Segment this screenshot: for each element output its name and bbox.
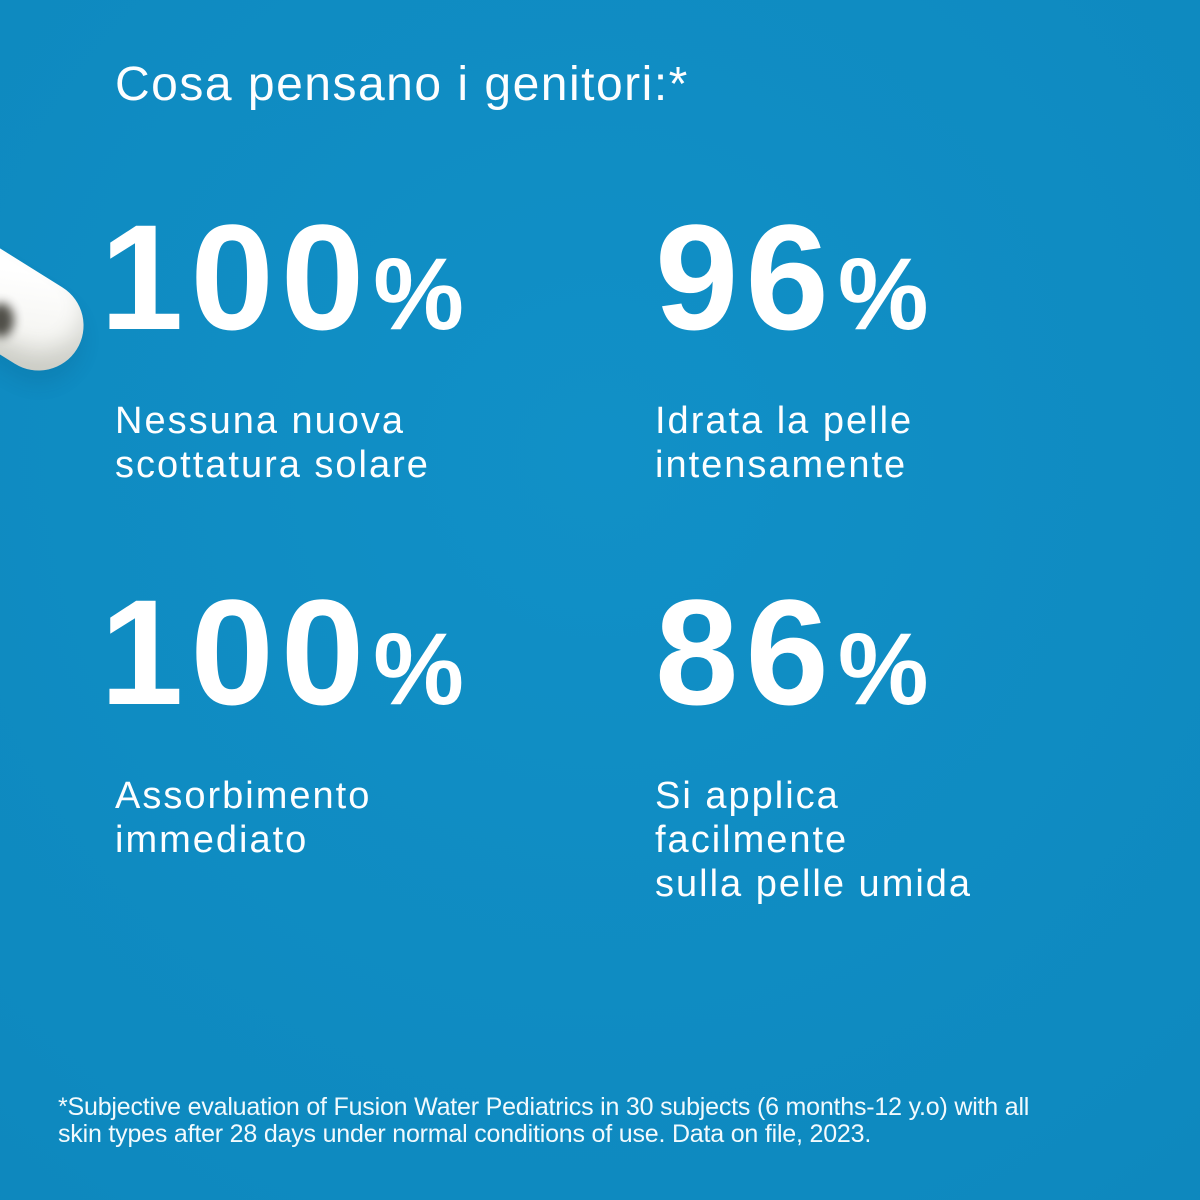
caption-line: Idrata la pelle	[655, 400, 914, 442]
stat-block-absorption: 100% Assorbimento immediato	[100, 577, 464, 862]
page-title: Cosa pensano i genitori:*	[115, 58, 689, 111]
stat-value: 100%	[100, 202, 464, 369]
stat-caption: Assorbimento immediato	[115, 774, 464, 862]
caption-line: Nessuna nuova	[115, 400, 406, 442]
caption-line: Assorbimento	[115, 775, 372, 817]
percent-sign: %	[837, 612, 929, 726]
footnote: *Subjective evaluation of Fusion Water P…	[58, 1094, 1029, 1148]
percent-sign: %	[837, 237, 929, 351]
stat-number: 100	[100, 193, 372, 361]
stat-block-no-new-sunburn: 100% Nessuna nuova scottatura solare	[100, 202, 464, 487]
stat-block-hydration: 96% Idrata la pelle intensamente	[655, 202, 929, 487]
stat-caption: Idrata la pelle intensamente	[655, 399, 929, 487]
percent-sign: %	[373, 237, 464, 351]
stat-number: 96	[655, 193, 836, 361]
caption-line: sulla pelle umida	[655, 863, 973, 905]
footnote-line: *Subjective evaluation of Fusion Water P…	[58, 1093, 1030, 1121]
caption-line: intensamente	[655, 444, 908, 486]
percent-sign: %	[373, 612, 464, 726]
caption-line: scottatura solare	[115, 444, 430, 486]
stat-value: 86%	[655, 577, 972, 744]
caption-line: Si applica	[655, 775, 840, 817]
stat-caption: Nessuna nuova scottatura solare	[115, 399, 464, 487]
stat-value: 100%	[100, 577, 464, 744]
cream-shadow-icon	[0, 303, 14, 337]
cream-dollop	[0, 218, 101, 388]
caption-line: immediato	[115, 819, 309, 861]
footnote-line: skin types after 28 days under normal co…	[58, 1120, 872, 1148]
stat-number: 86	[655, 568, 836, 736]
caption-line: facilmente	[655, 819, 849, 861]
stat-caption: Si applica facilmente sulla pelle umida	[655, 774, 972, 906]
stat-value: 96%	[655, 202, 929, 369]
stat-block-easy-application: 86% Si applica facilmente sulla pelle um…	[655, 577, 972, 906]
stat-number: 100	[100, 568, 372, 736]
